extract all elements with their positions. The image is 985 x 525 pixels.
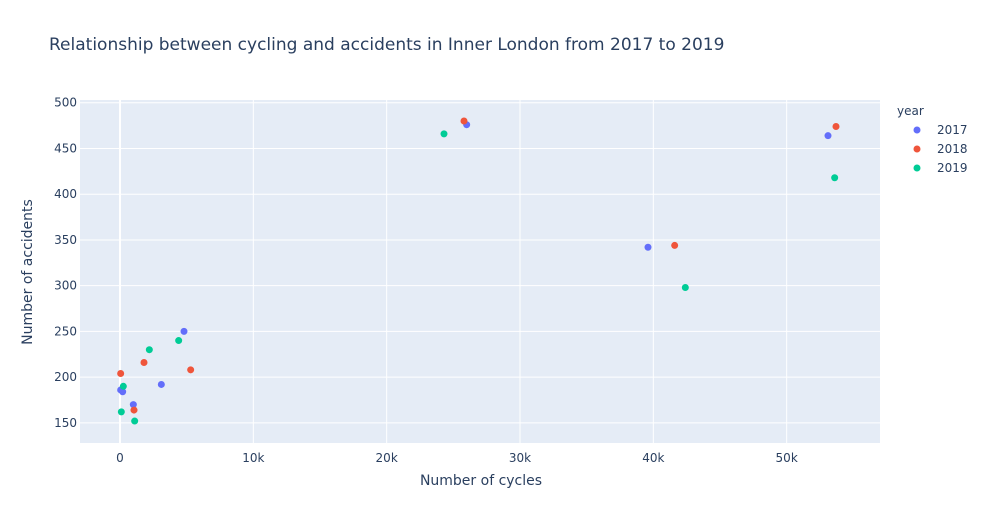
data-point-2017 xyxy=(180,327,188,335)
data-point-2018 xyxy=(187,366,195,374)
chart-title: Relationship between cycling and acciden… xyxy=(49,35,724,55)
x-tick-label: 10k xyxy=(242,451,264,465)
legend-marker-2017 xyxy=(913,126,921,134)
x-tick-label: 40k xyxy=(642,451,664,465)
data-point-2019 xyxy=(831,174,839,182)
x-axis-label: Number of cycles xyxy=(420,473,542,489)
data-point-2018 xyxy=(460,117,468,125)
y-tick-label: 400 xyxy=(54,187,77,201)
y-tick-label: 150 xyxy=(54,416,77,430)
legend-label-2019: 2019 xyxy=(937,161,968,175)
x-axis-ticks: 0 10k 20k 30k 40k 50k xyxy=(116,451,798,465)
data-point-2017 xyxy=(129,401,137,409)
y-tick-label: 450 xyxy=(54,141,77,155)
data-point-2018 xyxy=(117,369,125,377)
legend-marker-2018 xyxy=(913,145,921,153)
data-point-2018 xyxy=(130,406,138,414)
plot-area xyxy=(80,100,880,443)
data-point-2018 xyxy=(140,359,148,367)
legend: year 2017 2018 2019 xyxy=(897,104,968,175)
data-point-2019 xyxy=(175,337,183,345)
y-tick-label: 200 xyxy=(54,370,77,384)
data-point-2017 xyxy=(157,380,165,388)
y-tick-label: 500 xyxy=(54,96,77,110)
y-tick-label: 300 xyxy=(54,279,77,293)
y-axis-label: Number of accidents xyxy=(20,199,36,345)
data-point-2019 xyxy=(145,346,153,354)
y-tick-label: 250 xyxy=(54,324,77,338)
grid-lines xyxy=(80,100,880,443)
legend-marker-2019 xyxy=(913,164,921,172)
data-point-2019 xyxy=(117,408,125,416)
x-tick-label: 50k xyxy=(776,451,798,465)
x-tick-label: 30k xyxy=(509,451,531,465)
data-point-2019 xyxy=(119,382,127,390)
data-point-2018 xyxy=(671,241,679,249)
y-axis-ticks: 150 200 250 300 350 400 450 500 xyxy=(54,96,77,430)
legend-label-2017: 2017 xyxy=(937,123,968,137)
data-point-2019 xyxy=(131,417,139,425)
data-point-2017 xyxy=(824,132,832,140)
data-point-2017 xyxy=(644,243,652,251)
legend-title: year xyxy=(897,104,924,118)
x-tick-label: 0 xyxy=(116,451,124,465)
data-point-2017 xyxy=(119,388,127,396)
y-tick-label: 350 xyxy=(54,233,77,247)
data-points xyxy=(117,117,840,425)
data-point-2018 xyxy=(832,123,840,131)
data-point-2019 xyxy=(440,130,448,138)
x-tick-label: 20k xyxy=(376,451,398,465)
data-point-2019 xyxy=(681,284,689,292)
legend-label-2018: 2018 xyxy=(937,142,968,156)
